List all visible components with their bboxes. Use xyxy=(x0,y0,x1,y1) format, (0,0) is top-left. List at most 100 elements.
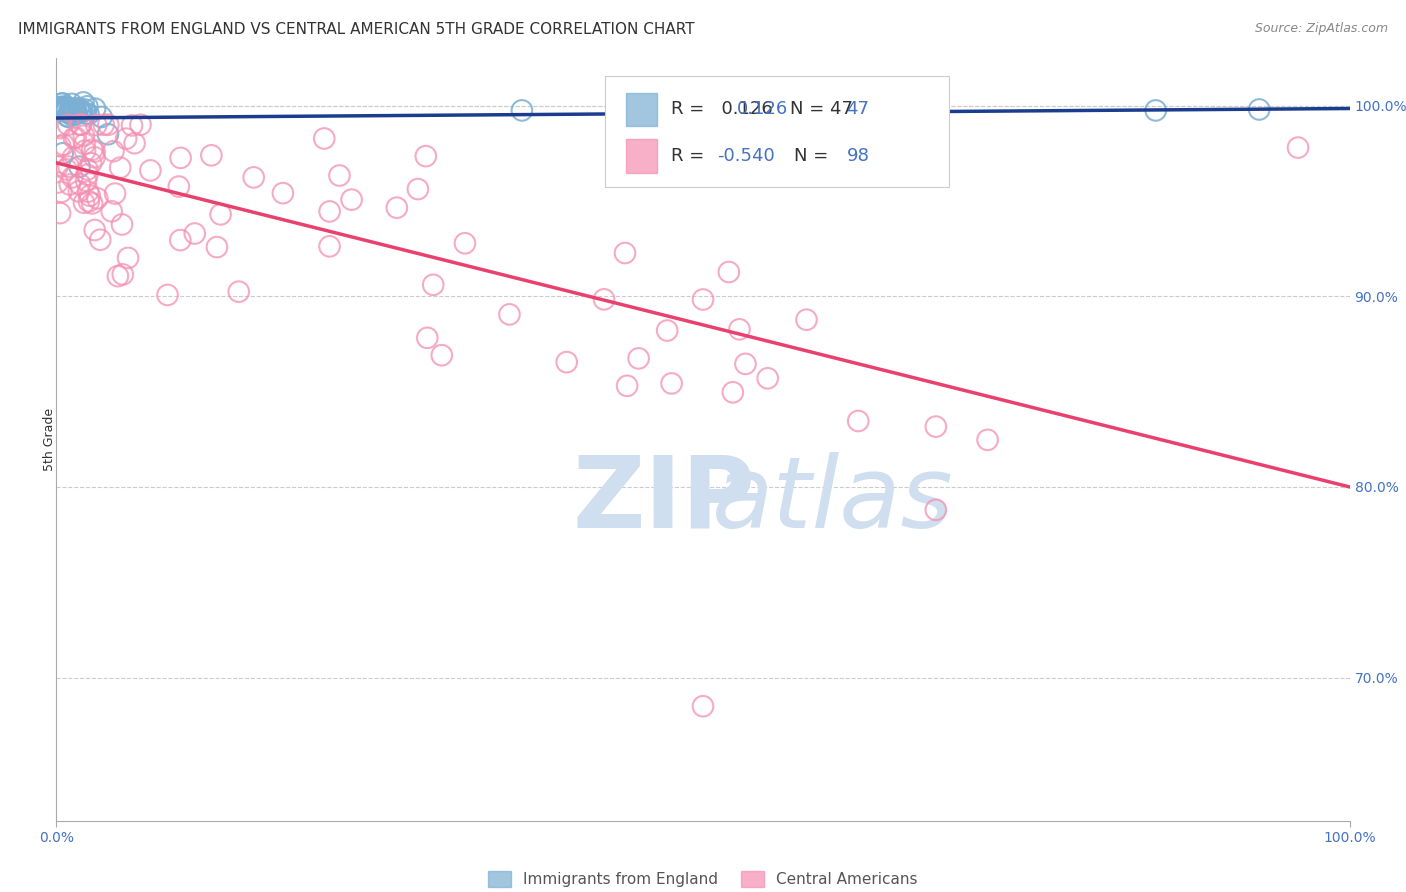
Point xyxy=(73,103,96,117)
Point xyxy=(69,118,91,132)
Point xyxy=(59,106,82,120)
Point xyxy=(62,102,84,116)
Point xyxy=(169,151,191,165)
Point xyxy=(115,131,138,145)
Point xyxy=(63,108,86,122)
Point xyxy=(84,118,107,132)
Point xyxy=(1144,103,1167,118)
Point xyxy=(58,160,80,174)
Point xyxy=(67,101,90,115)
Point xyxy=(49,120,72,135)
Point xyxy=(228,285,250,299)
Point xyxy=(97,127,120,141)
Y-axis label: 5th Grade: 5th Grade xyxy=(42,408,56,471)
Point xyxy=(100,204,122,219)
Point xyxy=(55,104,77,119)
Point xyxy=(53,100,76,114)
Point xyxy=(661,376,683,391)
Point xyxy=(117,251,139,265)
Point xyxy=(58,104,80,119)
Point xyxy=(846,414,869,428)
Point xyxy=(69,103,91,118)
Point xyxy=(75,106,97,120)
Point xyxy=(498,307,520,321)
Point xyxy=(614,246,637,260)
Point xyxy=(124,136,146,151)
Point xyxy=(82,143,104,157)
Point xyxy=(55,162,77,177)
Point xyxy=(925,419,948,434)
Point xyxy=(46,176,69,190)
Point xyxy=(205,240,228,254)
Point xyxy=(77,107,100,121)
Point xyxy=(156,288,179,302)
Point xyxy=(56,118,79,132)
Point xyxy=(69,160,91,174)
Point xyxy=(593,293,616,307)
Point xyxy=(51,96,73,111)
Point xyxy=(1249,103,1271,117)
Point xyxy=(422,277,444,292)
Point xyxy=(169,233,191,247)
Point xyxy=(121,119,143,133)
Point xyxy=(55,102,77,116)
Point xyxy=(139,163,162,178)
Point xyxy=(76,162,98,177)
Point xyxy=(63,131,86,145)
Point xyxy=(184,227,207,241)
Point xyxy=(314,131,336,145)
Point xyxy=(58,106,80,120)
Point xyxy=(510,103,533,118)
Point xyxy=(62,170,84,185)
Point xyxy=(79,188,101,202)
Point xyxy=(976,433,998,447)
Point xyxy=(318,239,340,253)
Point xyxy=(49,100,72,114)
Point xyxy=(108,161,131,175)
Point xyxy=(657,324,679,338)
Point xyxy=(90,110,112,124)
Point xyxy=(73,128,96,143)
Point xyxy=(385,201,408,215)
Point xyxy=(46,159,69,173)
Point xyxy=(56,109,79,123)
Point xyxy=(692,699,714,714)
Point xyxy=(555,355,578,369)
Point xyxy=(69,177,91,191)
Point xyxy=(756,371,779,385)
Point xyxy=(83,145,105,159)
Point xyxy=(48,101,70,115)
Point xyxy=(721,385,744,400)
Text: IMMIGRANTS FROM ENGLAND VS CENTRAL AMERICAN 5TH GRADE CORRELATION CHART: IMMIGRANTS FROM ENGLAND VS CENTRAL AMERI… xyxy=(18,22,695,37)
Point xyxy=(111,268,134,282)
Legend: Immigrants from England, Central Americans: Immigrants from England, Central America… xyxy=(482,865,924,892)
Text: 0.126: 0.126 xyxy=(737,101,787,119)
Point xyxy=(209,207,232,221)
Point xyxy=(318,204,340,219)
Point xyxy=(925,503,948,517)
Point xyxy=(51,185,73,199)
Point xyxy=(52,96,75,111)
Point xyxy=(103,145,125,159)
Point xyxy=(93,118,115,132)
Text: 47: 47 xyxy=(846,101,869,119)
Point xyxy=(627,351,650,366)
Text: R =: R = xyxy=(671,146,710,165)
Point xyxy=(728,322,751,336)
Point xyxy=(66,107,89,121)
Text: -0.540: -0.540 xyxy=(717,146,775,165)
Point xyxy=(430,348,453,362)
Point xyxy=(796,312,818,326)
Point xyxy=(73,136,96,151)
Text: ZIP: ZIP xyxy=(572,452,755,549)
Text: Source: ZipAtlas.com: Source: ZipAtlas.com xyxy=(1254,22,1388,36)
Text: N =: N = xyxy=(794,146,834,165)
Point xyxy=(75,173,97,187)
Point xyxy=(84,102,107,116)
Point xyxy=(111,218,134,232)
Point xyxy=(53,104,76,119)
Point xyxy=(49,206,72,220)
Point xyxy=(104,186,127,201)
Point xyxy=(734,357,756,371)
Point xyxy=(69,118,91,132)
